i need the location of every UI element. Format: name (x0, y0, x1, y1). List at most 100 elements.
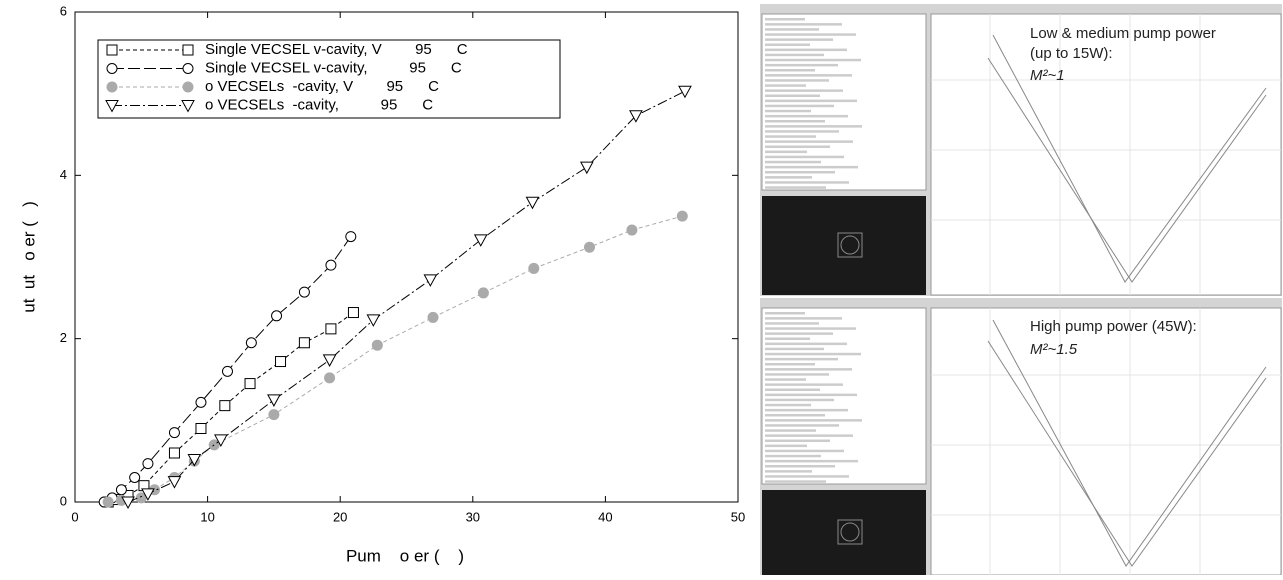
x-tick-label: 50 (731, 509, 745, 524)
x-tick-label: 40 (598, 509, 612, 524)
text-line (765, 357, 838, 361)
text-line (765, 312, 805, 315)
text-line (765, 480, 826, 483)
text-line (765, 114, 848, 118)
text-lines (765, 18, 862, 483)
annotation: M²~1.5 (1030, 341, 1078, 358)
text-line (765, 352, 861, 356)
marker (427, 311, 439, 323)
marker (195, 423, 207, 434)
x-tick-label: 20 (333, 509, 347, 524)
annotation: High pump power (45W): (1030, 318, 1197, 335)
marker (366, 314, 381, 327)
text-line (765, 408, 848, 412)
text-line (765, 23, 842, 26)
marker (219, 400, 231, 412)
text-line (765, 18, 805, 21)
marker (271, 310, 283, 322)
marker (423, 274, 438, 287)
text-line (765, 439, 830, 442)
text-line (765, 33, 856, 36)
marker (347, 307, 359, 319)
plot-frame (74, 11, 739, 503)
text-line (765, 475, 849, 478)
marker (187, 454, 202, 467)
text-line (765, 89, 843, 92)
text-line (765, 424, 839, 427)
marker (142, 458, 154, 470)
marker (121, 496, 135, 510)
marker (629, 110, 643, 123)
marker (245, 337, 257, 349)
text-line (765, 38, 833, 41)
marker (275, 356, 287, 368)
legend-label: o VECSELs -cavity, V 95 C (205, 78, 439, 95)
text-line (765, 104, 834, 108)
marker (345, 231, 357, 243)
marker (322, 354, 337, 367)
marker (115, 484, 127, 496)
marker (678, 85, 692, 99)
marker (208, 439, 220, 451)
x-axis-label: Pum o er ( ) (346, 546, 464, 565)
text-line (765, 332, 833, 335)
marker (325, 259, 337, 271)
x-tick-label: 10 (200, 509, 214, 524)
marker (221, 365, 233, 377)
beam-spots (837, 232, 863, 545)
marker (525, 196, 540, 210)
text-line (765, 317, 842, 320)
y-tick-label: 6 (60, 3, 67, 18)
text-line (765, 327, 856, 330)
text-line (765, 176, 812, 179)
text-line (765, 140, 853, 143)
marker (583, 241, 595, 253)
marker (102, 496, 114, 508)
text-line (765, 342, 847, 346)
text-line (765, 444, 807, 448)
window-grid (931, 14, 1281, 575)
marker (182, 63, 194, 74)
text-line (765, 368, 852, 371)
text-line (765, 337, 810, 340)
legend-label: Single VECSEL v-cavity, V 95 C (205, 41, 468, 58)
marker (528, 262, 540, 274)
text-line (765, 84, 806, 87)
marker (676, 210, 688, 222)
marker (298, 337, 310, 349)
text-line (765, 465, 835, 468)
beam-image (762, 196, 926, 295)
text-line (765, 449, 844, 453)
text-line (765, 429, 816, 432)
text-line (765, 171, 835, 174)
text-line (765, 322, 819, 325)
marker (106, 63, 118, 74)
marker (168, 427, 180, 439)
marker (244, 378, 256, 390)
text-line (765, 125, 862, 128)
text-line (765, 160, 821, 164)
x-tick-label: 0 (71, 509, 78, 524)
text-line (765, 419, 862, 422)
marker (135, 492, 147, 504)
screenshots (760, 4, 1282, 576)
marker (371, 339, 383, 351)
marker (626, 224, 638, 236)
marker (182, 81, 194, 93)
text-line (765, 434, 853, 437)
text-line (765, 388, 820, 391)
text-line (765, 63, 838, 67)
marker (105, 100, 119, 113)
annotation: (up to 15W): (1030, 45, 1113, 62)
beam-image (762, 490, 926, 575)
annotation: M²~1 (1030, 67, 1065, 84)
plot-window (930, 307, 1282, 576)
legend-label: o VECSELs -cavity, 95 C (205, 96, 433, 113)
marker (168, 447, 180, 459)
y-tick-label: 4 (60, 167, 67, 182)
text-line (765, 69, 815, 72)
text-line (765, 363, 815, 366)
legend-label: Single VECSEL v-cavity, 95 C (205, 59, 462, 76)
marker (477, 287, 489, 299)
